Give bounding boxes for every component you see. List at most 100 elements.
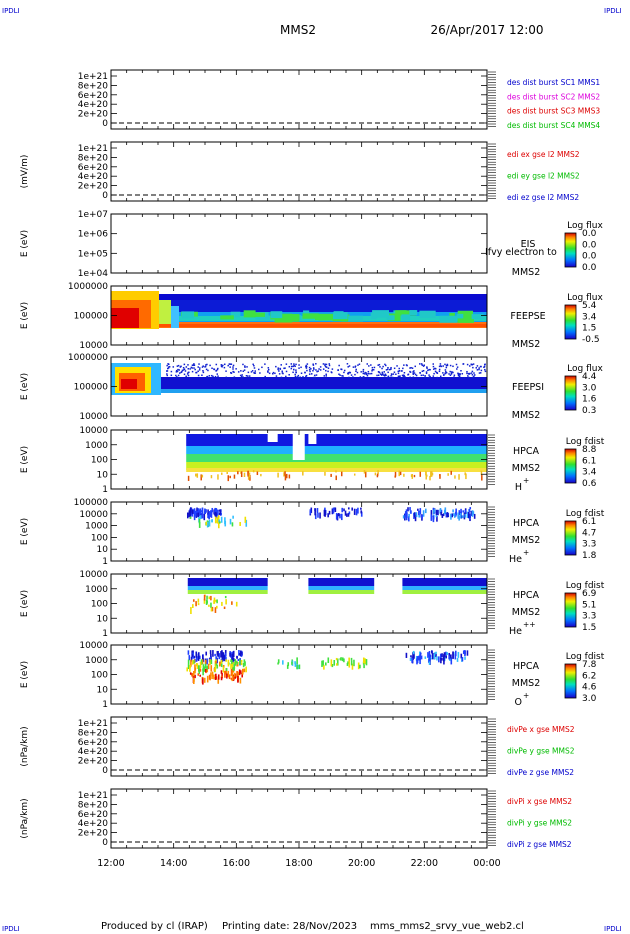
spectrogram-cell [290, 363, 293, 365]
spectrogram-cell [470, 363, 473, 366]
spectrogram-cell [472, 363, 475, 365]
spectrogram-cell [314, 513, 317, 520]
spectrogram-cell [456, 657, 459, 662]
spectrogram-cell [194, 510, 197, 517]
spectrogram-cell [420, 655, 423, 660]
spectrogram-cell [298, 367, 300, 369]
spectrogram-cell [267, 371, 269, 373]
spectrogram-cell [313, 376, 315, 379]
y-tick-label: 1 [102, 700, 108, 710]
spectrogram-cell [445, 364, 448, 367]
spectrogram-cell [204, 511, 206, 515]
spectrogram-cell [445, 366, 448, 369]
colorbar [564, 304, 577, 340]
spectrogram-cell [380, 373, 382, 375]
spectrogram-cell [185, 366, 188, 368]
corner-mark-bl: IPDLI [2, 925, 20, 933]
spectrogram-cell [200, 474, 202, 481]
y-tick-label: 1000 [85, 522, 108, 532]
spectrogram-cell [420, 363, 423, 365]
spectrogram-cell [464, 513, 467, 518]
spectrogram-cell [395, 373, 397, 376]
spectrogram-cell [430, 510, 433, 518]
spectrogram-cell [201, 507, 204, 513]
spectrogram-cell [206, 665, 208, 671]
spectrogram-cell [436, 656, 438, 661]
spectrogram-cell [193, 510, 196, 518]
spectrogram-cell [211, 519, 213, 523]
spectrogram-cell [484, 368, 486, 371]
spectrogram-cell [436, 372, 439, 375]
spectrogram-cell [203, 668, 205, 672]
spectrogram-cell [324, 365, 327, 368]
spectrogram-cell [215, 656, 217, 661]
spectrogram-cell [232, 657, 235, 662]
spectrogram-cell [250, 371, 253, 373]
spectrogram-cell [191, 370, 194, 373]
spectrogram-cell [187, 659, 190, 665]
spectrogram-cell [225, 370, 227, 372]
spectrogram-cell [229, 518, 232, 525]
spectrogram-cell [347, 372, 349, 375]
spectrogram-cell [208, 513, 210, 520]
spectrogram-cell [440, 365, 443, 368]
y-tick-label: 1000 [85, 656, 108, 666]
spectrogram-cell [419, 652, 422, 655]
spectrogram-cell [217, 375, 219, 377]
spectrogram-cell [240, 370, 242, 372]
spectrogram-cell [203, 677, 206, 683]
spectrogram-cell [239, 653, 241, 656]
spectrogram-cell [192, 652, 194, 659]
colorbar-tick-label: 5.1 [582, 600, 596, 610]
legend-entry: divPe y gse MMS2 [507, 747, 575, 756]
colorbar-tick-label: -0.5 [582, 335, 600, 345]
spectrogram-cell [214, 663, 217, 670]
spectrogram-cell [205, 368, 208, 371]
spectrogram-cell [407, 515, 410, 522]
spectrogram-cell [232, 368, 234, 370]
spectrogram-cell [458, 374, 461, 376]
spectrogram-cell [407, 507, 409, 512]
spectrogram-cell [445, 372, 448, 374]
y-axis-label: (nPa/km) [20, 798, 30, 838]
spectrogram-cell [202, 370, 204, 372]
charge-label: + [523, 548, 529, 557]
spectrogram-cell [352, 366, 355, 368]
spectrogram-cell [292, 371, 294, 374]
spectrogram-cell [194, 674, 196, 679]
colorbar-tick-label: 4.6 [582, 683, 597, 693]
spectrogram-cell [195, 656, 198, 662]
spectrogram-cell [457, 374, 460, 377]
spectrogram-cell [178, 369, 181, 371]
spectrogram-cell [283, 367, 285, 370]
charge-label: + [523, 691, 529, 700]
panel-hpca_he2: 10000 1000 100 10 1 E (eV) HPCA MMS2 He++ Log fdi… [20, 570, 605, 639]
spectrogram-cell [381, 371, 384, 374]
spectrogram-cell [187, 590, 268, 594]
spectrogram-cell [430, 515, 433, 521]
spectrogram-cell [446, 364, 449, 367]
spectrogram-cell [450, 373, 453, 375]
spectrogram-cell [223, 363, 226, 366]
spectrogram-cell [217, 522, 220, 529]
spectrogram-cell [213, 509, 215, 515]
spectrogram-cell [208, 375, 211, 377]
spectrogram-cell [360, 510, 363, 514]
colorbar-tick-label: 0.0 [582, 263, 597, 273]
spectrogram-cell [214, 516, 217, 524]
spectrogram-cell [379, 366, 381, 368]
spectrogram-cell [426, 367, 428, 369]
spectrogram-cell [198, 363, 200, 365]
spectrogram-cell [471, 370, 474, 373]
spectrogram-cell [438, 365, 441, 368]
spectrogram-cell [166, 364, 168, 367]
spectrogram-cell [216, 517, 219, 524]
spectrogram-cell [224, 517, 226, 525]
spectrogram-cell [196, 507, 198, 512]
spectrogram-cell [427, 652, 429, 658]
spectrogram-cell [197, 366, 199, 368]
spectrogram-cell [228, 363, 231, 365]
spectrogram-cell [202, 668, 204, 676]
spectrogram-cell [213, 368, 216, 371]
spectrogram-cell [183, 363, 186, 366]
